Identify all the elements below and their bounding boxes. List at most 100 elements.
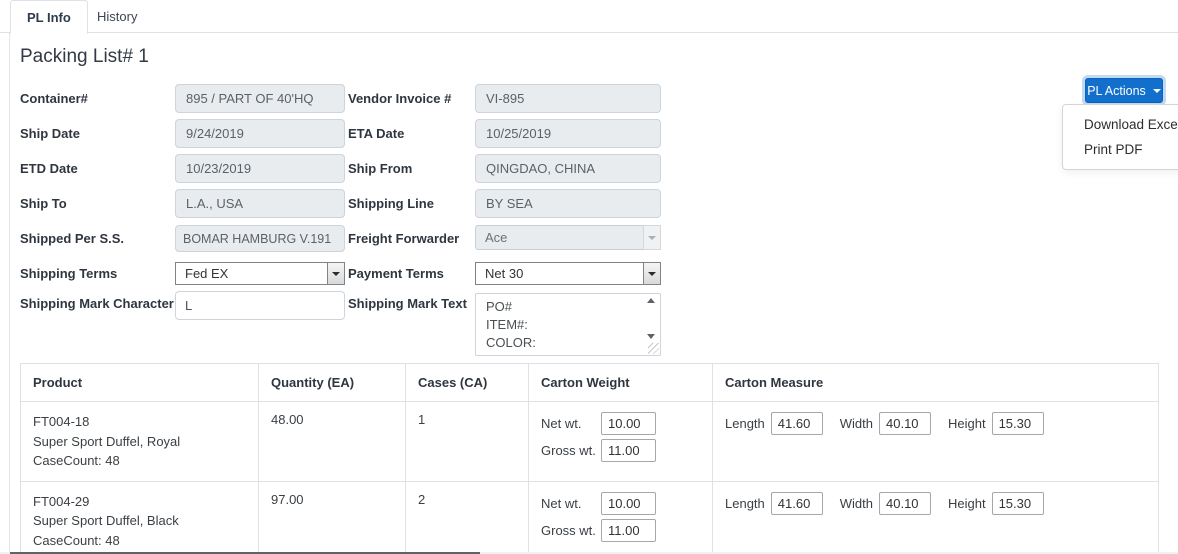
table-row: FT004-29 Super Sport Duffel, Black CaseC… [20,480,1159,554]
net-wt-input[interactable] [601,412,656,435]
ship-date-label: Ship Date [20,126,80,141]
horizontal-scrollbar-thumb[interactable] [10,552,480,554]
gross-wt-label: Gross wt. [541,522,596,538]
ship-to-input [175,189,345,218]
carton-measure-cell: Length Width Height [712,401,1159,482]
freight-forwarder-select: Ace [475,225,661,250]
ship-from-label: Ship From [348,161,413,176]
gross-wt-label: Gross wt. [541,443,596,458]
caret-down-icon [332,271,340,276]
tab-bar: PL Info History [0,0,1178,34]
carton-measure-cell: Length Width Height [712,480,1159,554]
shipping-mark-text-textarea[interactable]: PO# ITEM#: COLOR: [475,293,661,356]
col-header-carton-measure: Carton Measure [712,363,1159,402]
carton-weight-cell: Net wt. Gross wt. [528,480,713,554]
height-label: Height [948,416,986,431]
cases-cell: 2 [405,480,529,554]
textarea-scrollbar[interactable] [644,296,658,341]
col-header-product: Product [20,363,259,402]
length-input[interactable] [770,491,823,515]
shipping-mark-text-content: PO# ITEM#: COLOR: [486,299,536,350]
product-case-count: CaseCount: 48 [33,532,120,548]
payment-terms-select[interactable]: Net 30 [475,262,661,285]
payment-terms-label: Payment Terms [348,266,444,281]
shipping-terms-value: Fed EX [185,266,229,281]
page-title: Packing List# 1 [20,46,149,67]
net-wt-label: Net wt. [541,416,582,431]
vendor-invoice-input [475,84,661,113]
gross-wt-input[interactable] [601,439,656,462]
tab-history[interactable]: History [97,9,138,24]
width-label: Width [839,416,873,431]
pl-actions-button[interactable]: PL Actions [1085,78,1163,103]
length-label: Length [725,495,765,511]
etd-date-label: ETD Date [20,161,78,176]
shipping-line-label: Shipping Line [348,196,434,211]
payment-terms-value: Net 30 [485,266,524,281]
select-caret-button-disabled [643,225,661,250]
height-input[interactable] [991,491,1044,515]
col-header-quantity: Quantity (EA) [258,363,406,402]
width-input[interactable] [879,412,931,435]
height-input[interactable] [991,412,1044,435]
scroll-up-icon[interactable] [647,298,655,303]
etd-date-input [175,154,345,183]
container-input [175,84,345,113]
vendor-invoice-label: Vendor Invoice # [348,91,452,106]
horizontal-scrollbar[interactable] [0,552,1178,554]
col-header-cases: Cases (CA) [405,363,529,402]
shipping-mark-text-label: Shipping Mark Text [348,296,467,311]
cases-cell: 1 [405,401,529,482]
shipping-mark-character-input[interactable] [175,291,345,320]
freight-forwarder-value: Ace [485,230,508,245]
shipped-per-ss-input [175,225,345,252]
col-header-carton-weight: Carton Weight [528,363,713,402]
menu-item-print-pdf[interactable]: Print PDF [1084,142,1143,157]
items-table: Product Quantity (EA) Cases (CA) Carton … [20,363,1159,554]
product-cell: FT004-18 Super Sport Duffel, Royal CaseC… [20,401,259,482]
ship-date-input [175,119,345,148]
net-wt-input[interactable] [601,491,656,515]
width-input[interactable] [879,491,931,515]
eta-date-input [475,119,661,148]
height-label: Height [948,495,986,511]
tab-pl-info[interactable]: PL Info [10,0,88,34]
container-label: Container# [20,91,88,106]
eta-date-label: ETA Date [348,126,405,141]
quantity-cell: 97.00 [258,480,406,554]
caret-down-icon [648,235,656,240]
pl-actions-menu: Download Excel Print PDF [1062,104,1178,170]
select-caret-button[interactable] [643,262,661,285]
width-label: Width [839,495,873,511]
caret-down-icon [1152,88,1161,93]
quantity-cell: 48.00 [258,401,406,482]
ship-to-label: Ship To [20,196,67,211]
net-wt-label: Net wt. [541,495,582,511]
caret-down-icon [648,271,656,276]
product-case-count: CaseCount: 48 [33,453,120,468]
shipping-terms-label: Shipping Terms [20,266,118,281]
product-sku: FT004-29 [33,493,90,509]
product-name: Super Sport Duffel, Royal [33,433,181,449]
shipped-per-ss-label: Shipped Per S.S. [20,231,125,246]
length-label: Length [725,416,765,431]
ship-from-input [475,154,661,183]
carton-weight-cell: Net wt. Gross wt. [528,401,713,482]
panel-border [9,33,10,554]
shipping-line-input [475,189,661,218]
menu-item-download-excel[interactable]: Download Excel [1084,117,1178,132]
resize-grip-icon[interactable] [648,343,659,354]
table-header-row: Product Quantity (EA) Cases (CA) Carton … [20,363,1159,402]
product-cell: FT004-29 Super Sport Duffel, Black CaseC… [20,480,259,554]
gross-wt-input[interactable] [601,518,656,542]
pl-actions-label: PL Actions [1087,83,1146,98]
length-input[interactable] [770,412,823,435]
freight-forwarder-label: Freight Forwarder [348,231,460,246]
table-row: FT004-18 Super Sport Duffel, Royal CaseC… [20,401,1159,482]
product-sku: FT004-18 [33,414,90,429]
select-caret-button[interactable] [327,262,345,285]
scroll-down-icon[interactable] [647,334,655,339]
shipping-mark-character-label: Shipping Mark Character [20,296,174,311]
shipping-terms-select[interactable]: Fed EX [175,262,345,285]
